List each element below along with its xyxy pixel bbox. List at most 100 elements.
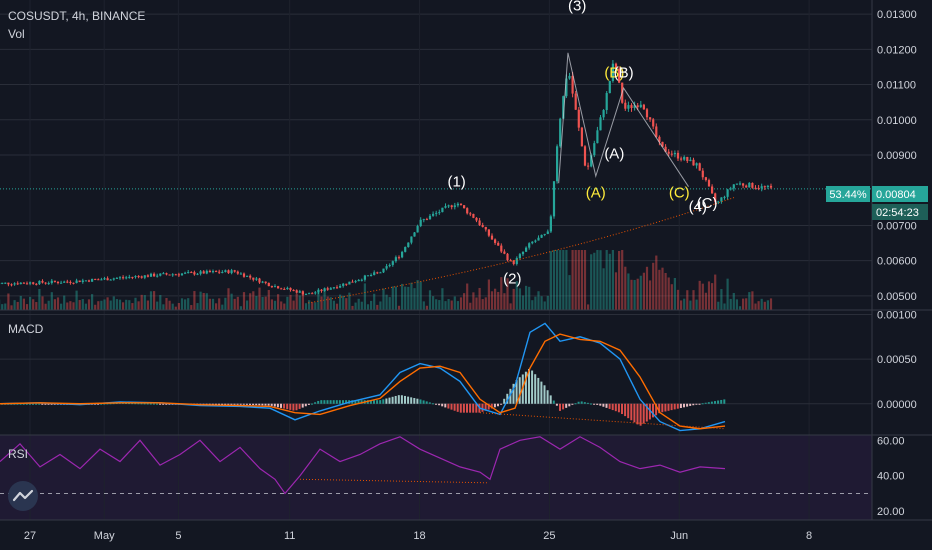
trendlines: [308, 52, 736, 304]
candle-body: [205, 270, 208, 274]
candle-body: [1, 282, 4, 284]
candle-body: [230, 270, 233, 274]
candle-body: [72, 282, 75, 284]
price-tick-label: 0.01100: [877, 80, 916, 92]
volume-bar: [738, 306, 742, 310]
macd-histogram-bar: [388, 397, 391, 404]
volume-bar: [521, 295, 525, 310]
candle-body: [149, 273, 153, 277]
rsi-axis[interactable]: 60.00 40.00 20.00: [877, 435, 905, 518]
candle-body: [652, 119, 655, 127]
candle-body: [301, 291, 304, 295]
symbol-title[interactable]: COSUSDT, 4h, BINANCE: [8, 9, 145, 23]
candles[interactable]: [0, 60, 773, 296]
volume-bar: [283, 303, 286, 310]
candle-body: [571, 75, 574, 94]
macd-histogram-bar: [611, 403, 614, 411]
macd-histogram-bar: [546, 390, 549, 404]
volume-bar: [509, 303, 512, 310]
macd-histogram-bar: [621, 403, 623, 415]
macd-histogram-bar: [571, 403, 574, 405]
volume-bar: [277, 294, 280, 310]
macd-histogram-bar: [273, 403, 276, 407]
candle-body: [602, 110, 605, 118]
macd-histogram-bar: [661, 403, 664, 413]
candle-body: [128, 276, 131, 278]
candle-body: [345, 283, 348, 285]
volume-bar: [326, 296, 329, 310]
candle-body: [633, 105, 636, 108]
volume-bar: [199, 291, 202, 310]
macd-histogram-bar: [493, 403, 496, 408]
macd-histogram-bar: [593, 403, 596, 405]
macd-histogram-bar: [369, 400, 372, 404]
macd-histogram-bar: [580, 401, 583, 404]
macd-histogram-bar: [422, 400, 425, 404]
candle-body: [639, 104, 642, 108]
candle-body: [676, 152, 680, 159]
volume-bar: [323, 288, 326, 310]
candle-body: [100, 279, 103, 281]
volume-bar: [202, 292, 205, 310]
macd-histogram-bar: [717, 400, 720, 404]
candle-body: [134, 276, 137, 278]
candle-body: [239, 273, 242, 275]
volume-bar: [165, 297, 168, 310]
volume-bar: [652, 262, 655, 310]
tradingview-logo[interactable]: [8, 481, 38, 511]
candle-body: [590, 155, 593, 167]
candle-body: [769, 185, 773, 188]
candle-body: [695, 163, 698, 166]
wave-label: (2): [503, 271, 521, 288]
macd-label[interactable]: MACD: [8, 322, 44, 336]
volume-label[interactable]: Vol: [8, 27, 25, 41]
volume-bar: [428, 290, 432, 310]
candle-body: [202, 271, 205, 274]
rsi-divergence-line: [299, 478, 489, 484]
macd-histogram-bar: [22, 403, 25, 405]
candle-body: [534, 240, 537, 242]
candle-body: [450, 205, 453, 208]
rsi-label[interactable]: RSI: [8, 447, 28, 461]
volume-bar: [69, 301, 72, 310]
volume-bar: [401, 283, 404, 310]
volume-bar: [314, 302, 317, 310]
candle-body: [29, 282, 32, 284]
macd-histogram-bar: [435, 403, 437, 405]
candle-body: [410, 236, 413, 243]
volume-bar: [766, 300, 769, 310]
candle-body: [472, 213, 475, 218]
volume-bar: [7, 293, 10, 310]
price-axis[interactable]: 0.01300 0.01200 0.01100 0.01000 0.00900 0.007…: [877, 9, 917, 303]
macd-histogram-bar: [35, 403, 38, 405]
volume-bar: [304, 303, 308, 310]
macd-histogram-bar: [32, 403, 34, 405]
volume-bar: [53, 299, 56, 310]
candle-body: [38, 280, 41, 285]
volume-bar: [611, 250, 614, 310]
candle-body: [146, 275, 149, 277]
volume-bar: [348, 292, 351, 310]
volume-bar: [63, 295, 66, 310]
macd-histogram-bar: [515, 380, 518, 404]
macd-histogram-bar: [590, 403, 592, 405]
volume-bar: [211, 298, 215, 310]
volume-bar: [227, 288, 230, 310]
macd-histogram-bar: [335, 400, 338, 404]
macd-histogram-bar: [599, 403, 602, 406]
macd-histogram-bar: [301, 403, 304, 408]
volume-bar: [695, 299, 698, 310]
volume-bar: [438, 300, 441, 310]
volume-bar: [267, 289, 270, 310]
candle-body: [339, 285, 342, 288]
time-axis[interactable]: 27 May 5 11 18 25 Jun 8: [24, 530, 812, 542]
macd-histogram-bar: [323, 400, 326, 404]
volume-bar: [360, 301, 363, 310]
macd-histogram-bar: [543, 385, 546, 404]
macd-histogram-bar: [484, 403, 487, 411]
candle-body: [193, 272, 196, 275]
macd-axis[interactable]: 0.00100 0.00050 0.00000: [877, 309, 917, 410]
volume-bar: [317, 292, 320, 310]
macd-histogram-bar: [642, 403, 645, 424]
